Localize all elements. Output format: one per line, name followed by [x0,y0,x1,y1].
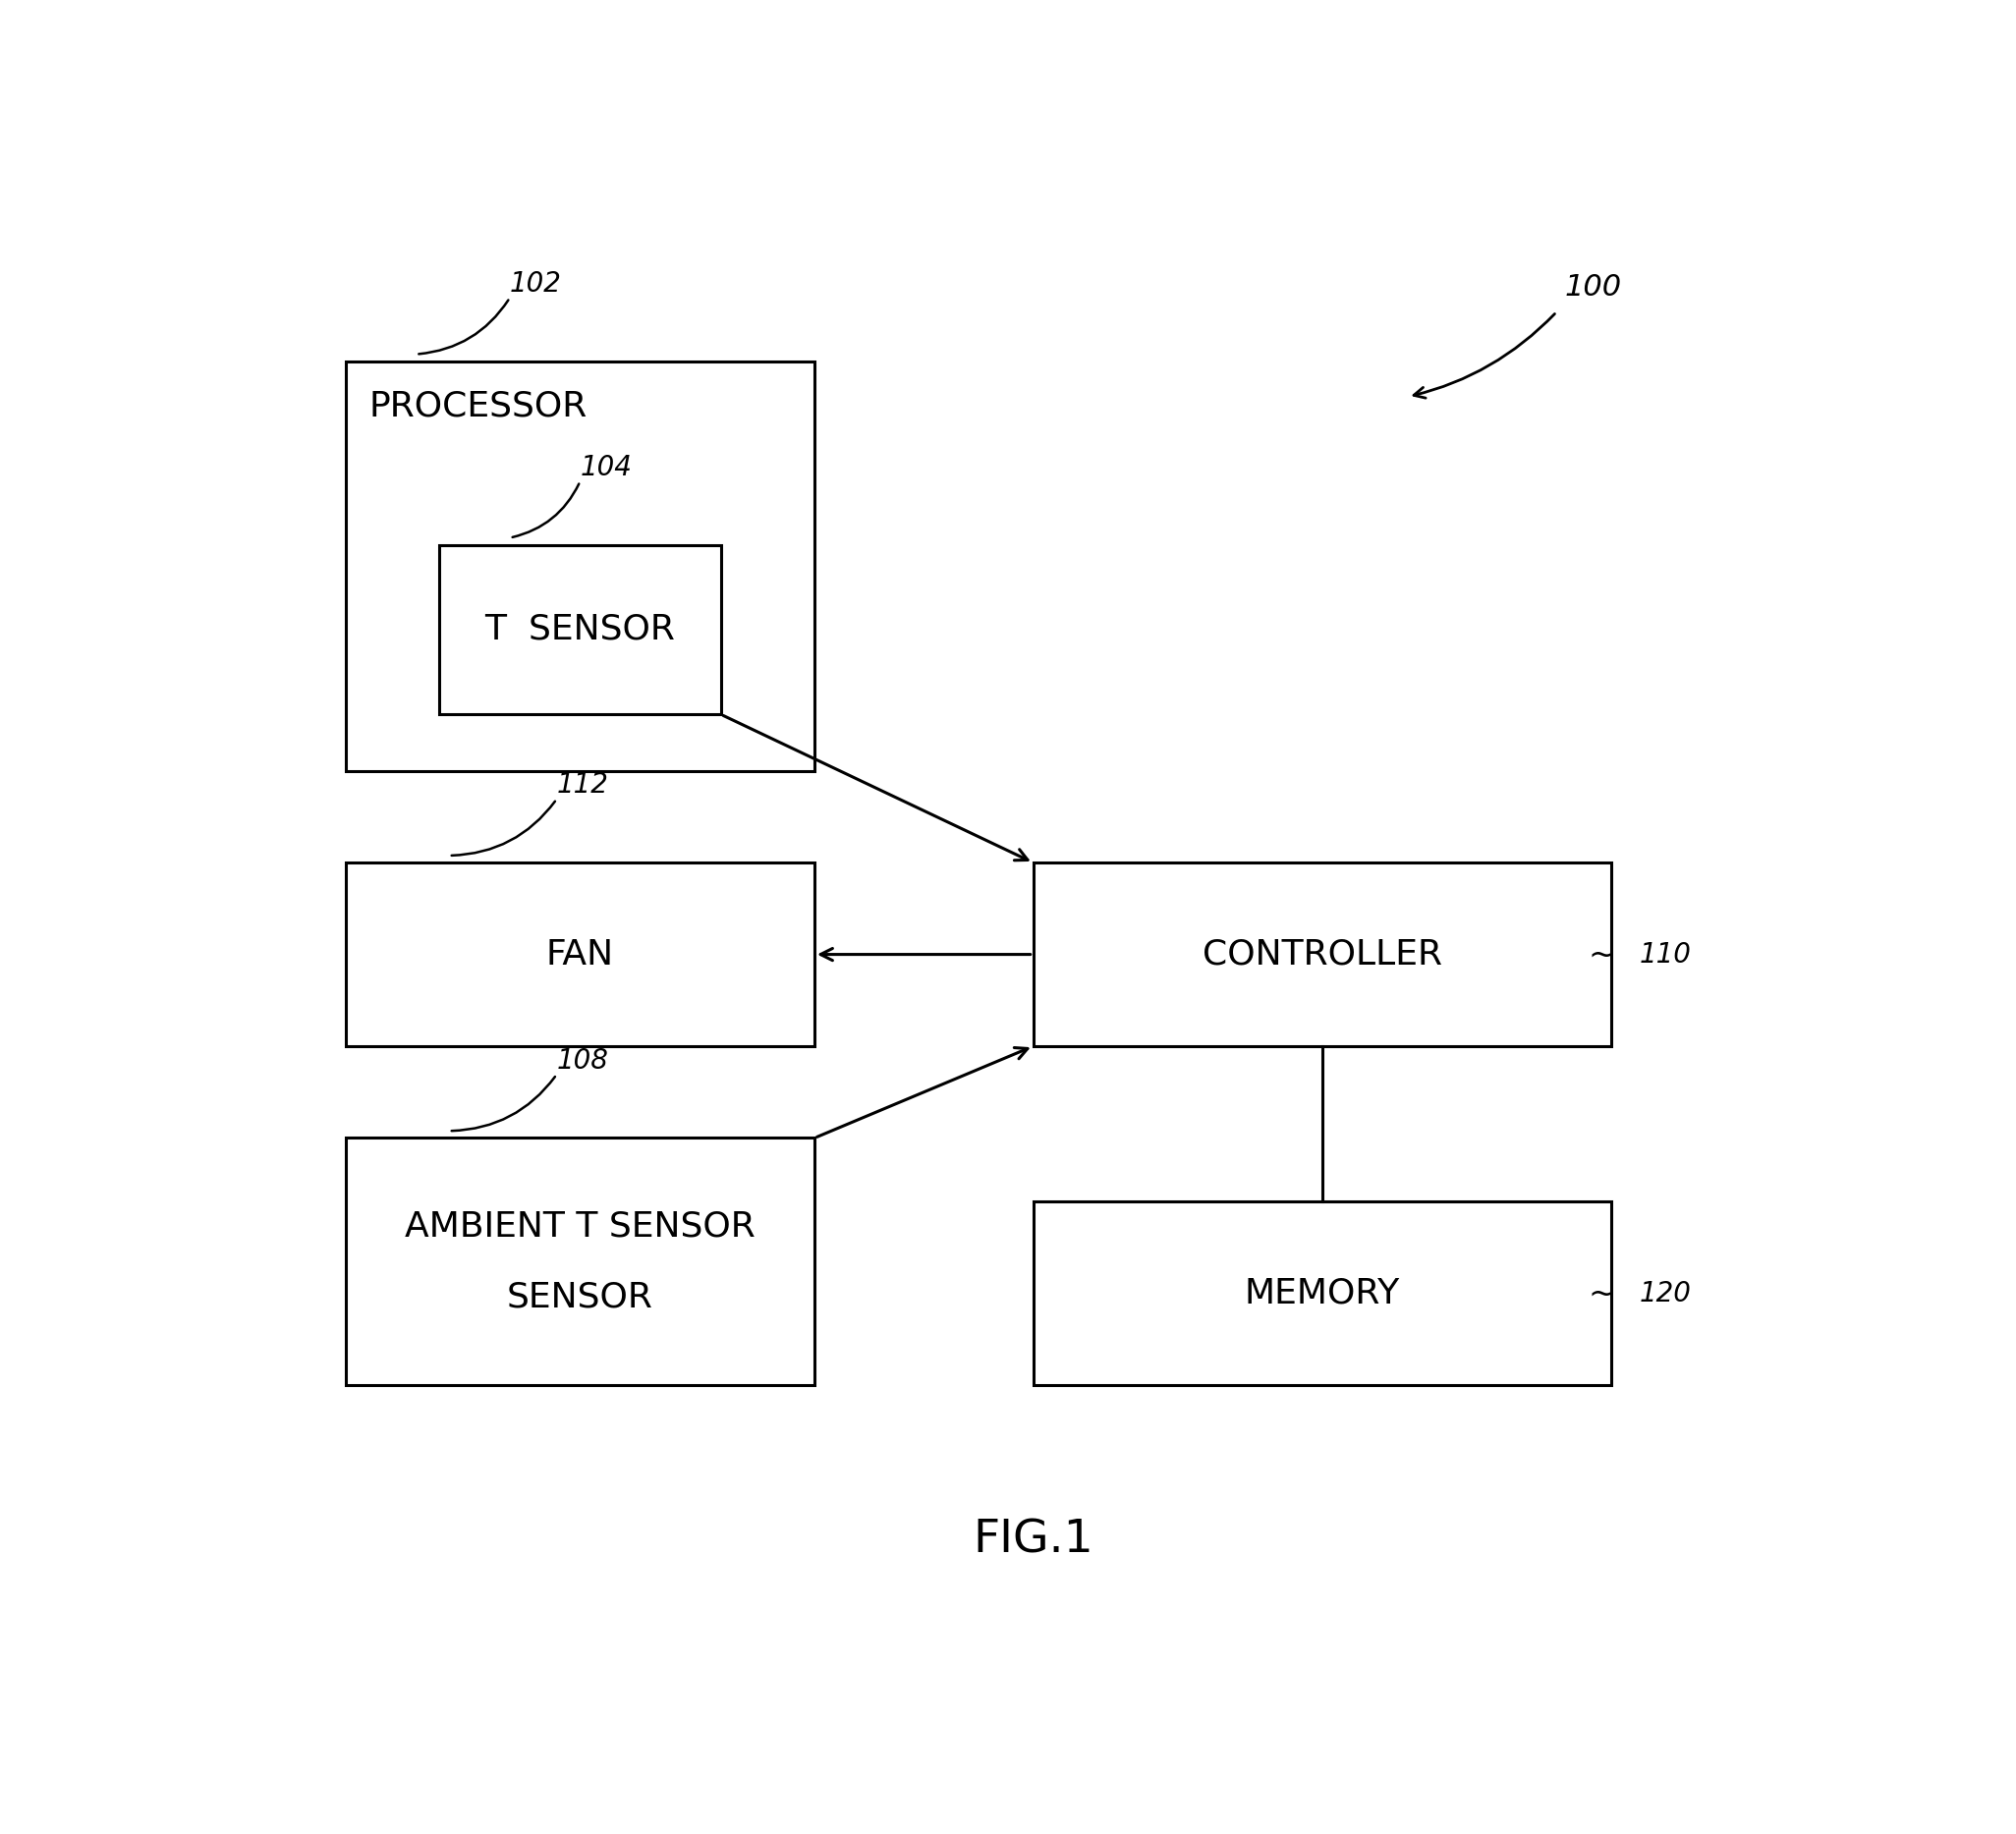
Text: AMBIENT T SENSOR: AMBIENT T SENSOR [405,1210,756,1243]
Bar [439,545,720,715]
Bar [347,361,814,770]
Text: 120: 120 [1639,1280,1691,1308]
Text: 104: 104 [581,453,633,481]
Text: 108: 108 [556,1047,609,1075]
Text: T  SENSOR: T SENSOR [486,613,675,646]
Bar [347,1137,814,1385]
Bar [1034,1201,1611,1385]
Bar [1034,862,1611,1045]
Text: PROCESSOR: PROCESSOR [369,389,587,424]
Bar [347,862,814,1045]
Text: 100: 100 [1564,273,1621,303]
Text: 110: 110 [1639,941,1691,968]
Text: MEMORY: MEMORY [1244,1276,1399,1309]
Text: FAN: FAN [546,937,615,972]
Text: CONTROLLER: CONTROLLER [1202,937,1441,972]
Text: 102: 102 [510,270,562,297]
Text: FIG.1: FIG.1 [974,1519,1093,1563]
Text: ~: ~ [1589,1276,1615,1309]
Text: SENSOR: SENSOR [506,1280,653,1313]
Text: ~: ~ [1589,939,1615,970]
Text: 112: 112 [556,772,609,800]
